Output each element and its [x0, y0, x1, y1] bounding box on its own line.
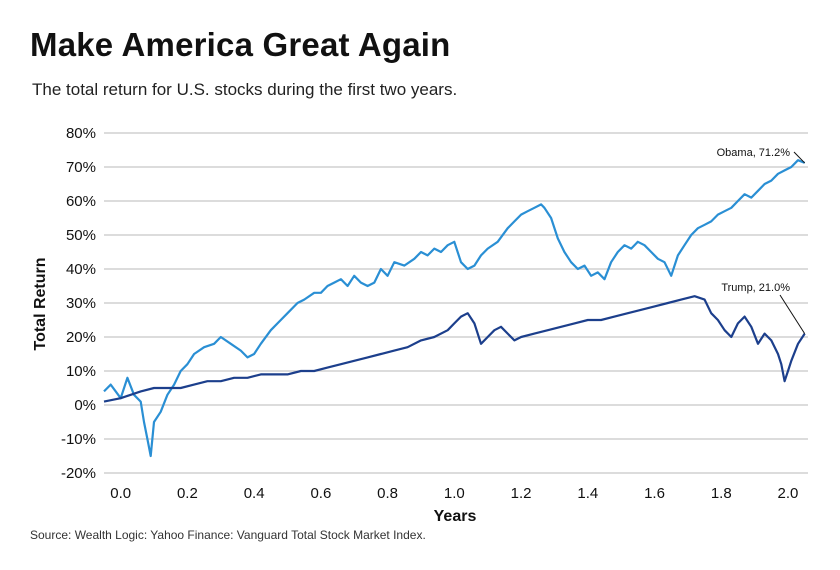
y-tick-label: 30%: [66, 295, 96, 312]
x-tick-label: 1.4: [577, 485, 598, 502]
x-tick-label: 0.6: [310, 485, 331, 502]
x-tick-label: 0.0: [110, 485, 131, 502]
annotations: Obama, 71.2% Trump, 21.0%: [717, 147, 806, 334]
y-tick-label: 0%: [74, 397, 96, 414]
annotation-trump: Trump, 21.0%: [721, 282, 790, 294]
series-line-obama: [103, 159, 806, 458]
series-lines: [103, 159, 806, 458]
annotation-leader-obama: [793, 151, 806, 164]
y-tick-label: 50%: [66, 227, 96, 244]
y-tick-label: 60%: [66, 193, 96, 210]
y-tick-label: 20%: [66, 329, 96, 346]
x-tick-label: 1.2: [511, 485, 532, 502]
x-tick-label: 2.0: [778, 485, 799, 502]
y-tick-label: 80%: [66, 125, 96, 142]
y-tick-label: 70%: [66, 159, 96, 176]
chart-title: Make America Great Again: [30, 26, 451, 63]
x-axis-label: Years: [434, 508, 477, 525]
x-tick-label: 0.2: [177, 485, 198, 502]
annotation-obama: Obama, 71.2%: [717, 147, 791, 159]
annotation-leader-trump: [779, 294, 806, 334]
source-note: Source: Wealth Logic: Yahoo Finance: Van…: [30, 528, 426, 542]
y-tick-label: 40%: [66, 261, 96, 278]
y-tick-label: 10%: [66, 363, 96, 380]
chart-subtitle: The total return for U.S. stocks during …: [32, 80, 458, 99]
y-tick-label: -10%: [61, 431, 96, 448]
y-tick-label: -20%: [61, 465, 96, 482]
x-tick-labels: 0.0 0.2 0.4 0.6 0.8 1.0 1.2 1.4 1.6 1.8 2.0: [110, 485, 798, 502]
gridlines: [104, 132, 808, 474]
y-axis-label: Total Return: [32, 257, 49, 350]
x-tick-label: 1.8: [711, 485, 732, 502]
x-tick-label: 0.4: [244, 485, 265, 502]
y-tick-labels: -20% -10% 0% 10% 20% 30% 40% 50% 60% 70% 80%: [61, 125, 96, 482]
x-tick-label: 1.0: [444, 485, 465, 502]
x-tick-label: 0.8: [377, 485, 398, 502]
series-line-trump: [103, 295, 806, 403]
x-tick-label: 1.6: [644, 485, 665, 502]
